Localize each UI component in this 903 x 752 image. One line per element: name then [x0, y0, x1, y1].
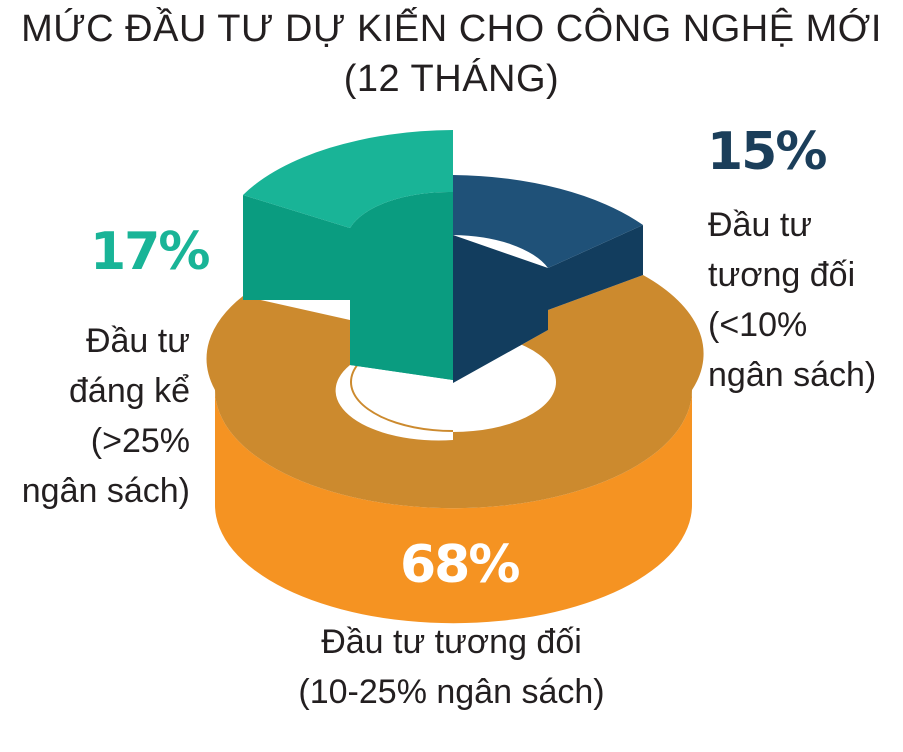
label-15-percent: 15%	[707, 122, 827, 182]
slice-17-percent	[243, 130, 453, 380]
label-17-percent: 17%	[90, 222, 210, 282]
label-15-description: Đầu tư tương đối (<10% ngân sách)	[708, 206, 877, 394]
label-17-description: Đầu tư đáng kể (>25% ngân sách)	[21, 322, 190, 510]
slice-17-top	[243, 130, 453, 228]
slice-15-side	[453, 225, 643, 383]
label-68-percent: 68%	[400, 535, 520, 595]
slice-15-top	[453, 175, 643, 268]
slice-17-front	[350, 191, 453, 380]
chart-title-line2: (12 THÁNG)	[343, 58, 560, 100]
slice-68-top	[206, 275, 704, 509]
label-68-description: Đầu tư tương đối (10-25% ngân sách)	[298, 623, 605, 711]
slice-68-side	[215, 390, 692, 624]
chart-title-line1: MỨC ĐẦU TƯ DỰ KIẾN CHO CÔNG NGHỆ MỚI	[21, 8, 882, 50]
slice-15-percent	[453, 175, 643, 383]
